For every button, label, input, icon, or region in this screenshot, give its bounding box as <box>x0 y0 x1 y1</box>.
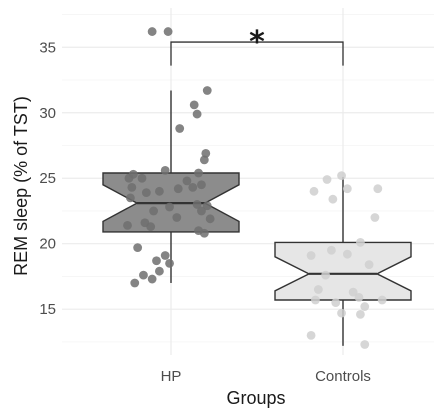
point-hp <box>152 256 161 266</box>
y-tick-label: 25 <box>39 170 56 187</box>
point-hp <box>147 274 157 284</box>
point-hp <box>192 200 202 209</box>
point-controls <box>360 340 370 349</box>
point-controls <box>356 310 365 319</box>
point-hp <box>155 266 164 276</box>
point-hp <box>197 206 206 216</box>
point-controls <box>331 298 341 308</box>
point-hp <box>137 173 147 183</box>
point-hp <box>199 228 209 238</box>
point-hp <box>165 202 174 212</box>
y-tick-label: 30 <box>39 105 56 122</box>
x-tick-label: HP <box>161 368 182 385</box>
point-controls <box>322 175 332 184</box>
y-tick-label: 20 <box>39 236 56 253</box>
point-hp <box>201 148 211 158</box>
point-controls <box>311 295 320 305</box>
point-hp <box>160 165 170 175</box>
points-layer <box>123 27 387 349</box>
point-hp <box>141 188 151 198</box>
point-controls <box>321 270 330 280</box>
point-hp <box>165 258 174 268</box>
point-controls <box>306 330 316 340</box>
point-hp <box>199 155 209 165</box>
point-controls <box>356 237 365 247</box>
significance-annotation: * <box>170 25 344 66</box>
point-hp <box>188 182 198 192</box>
point-controls <box>328 194 338 204</box>
significance-label: * <box>249 25 265 60</box>
point-hp <box>182 176 192 186</box>
point-hp <box>202 86 212 95</box>
point-controls <box>337 171 346 181</box>
point-hp <box>155 186 164 196</box>
point-hp <box>189 100 199 110</box>
point-hp <box>173 184 183 194</box>
point-hp <box>127 182 137 192</box>
point-controls <box>373 184 383 194</box>
point-hp <box>139 270 148 280</box>
point-controls <box>313 285 323 294</box>
point-controls <box>364 260 374 270</box>
point-controls <box>342 249 352 259</box>
point-controls <box>348 287 358 297</box>
point-hp <box>149 206 159 216</box>
point-controls <box>370 213 380 222</box>
point-hp <box>194 168 203 178</box>
point-hp <box>202 201 212 211</box>
point-hp <box>147 27 157 36</box>
significance-bracket <box>170 41 344 66</box>
point-hp <box>124 173 134 183</box>
point-hp <box>172 213 182 222</box>
x-axis-title: Groups <box>226 388 285 408</box>
point-controls <box>337 308 346 318</box>
y-tick-label: 15 <box>39 301 56 318</box>
point-hp <box>125 193 135 203</box>
point-hp <box>205 214 215 224</box>
point-controls <box>360 302 370 311</box>
x-tick-label: Controls <box>315 368 371 385</box>
point-controls <box>377 295 387 305</box>
y-axis-ticks: 15 20 25 30 35 <box>39 39 56 318</box>
point-controls <box>309 186 319 196</box>
y-tick-label: 35 <box>39 39 56 56</box>
point-hp <box>197 180 206 190</box>
point-hp <box>146 222 156 232</box>
point-hp <box>175 124 185 133</box>
point-hp <box>163 27 173 36</box>
y-axis-title: REM sleep (% of TST) <box>11 96 31 276</box>
point-controls <box>354 292 364 302</box>
point-hp <box>192 109 202 119</box>
point-hp <box>130 278 140 288</box>
point-controls <box>342 184 352 194</box>
point-controls <box>327 245 336 255</box>
point-hp <box>160 251 170 260</box>
point-hp <box>133 243 143 253</box>
point-hp <box>123 220 132 230</box>
x-axis-ticks: HP Controls <box>161 368 371 385</box>
point-controls <box>306 251 316 260</box>
